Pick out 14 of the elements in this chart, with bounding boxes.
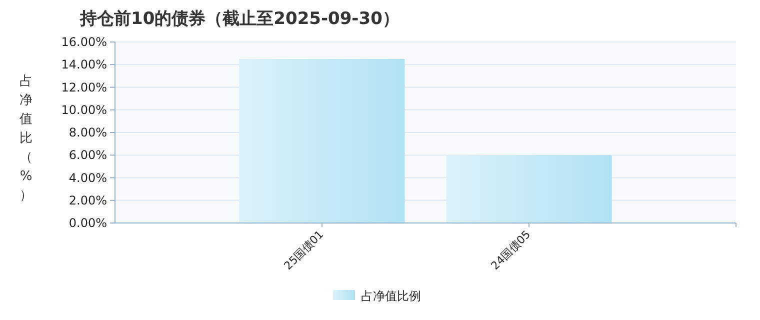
y-tick-label: 2.00% [68,193,107,208]
y-axis-title: 占净值比（%） [20,74,32,203]
y-tick-label: 6.00% [68,148,107,162]
y-tick-label: 14.00% [61,58,107,72]
y-tick-label: 16.00% [61,35,107,49]
x-tick-label: 25国债01 [282,228,326,272]
y-tick-label: 4.00% [68,170,107,185]
y-tick-label: 10.00% [61,102,107,117]
y-tick-label: 0.00% [68,216,107,230]
y-tick-label: 8.00% [68,126,107,140]
chart-title: 持仓前10的债券（截止至2025-09-30） [79,9,400,29]
x-tick-label: 24国债05 [488,228,534,272]
y-tick-label: 12.00% [61,80,107,94]
legend-label: 占净值比例 [361,289,421,303]
